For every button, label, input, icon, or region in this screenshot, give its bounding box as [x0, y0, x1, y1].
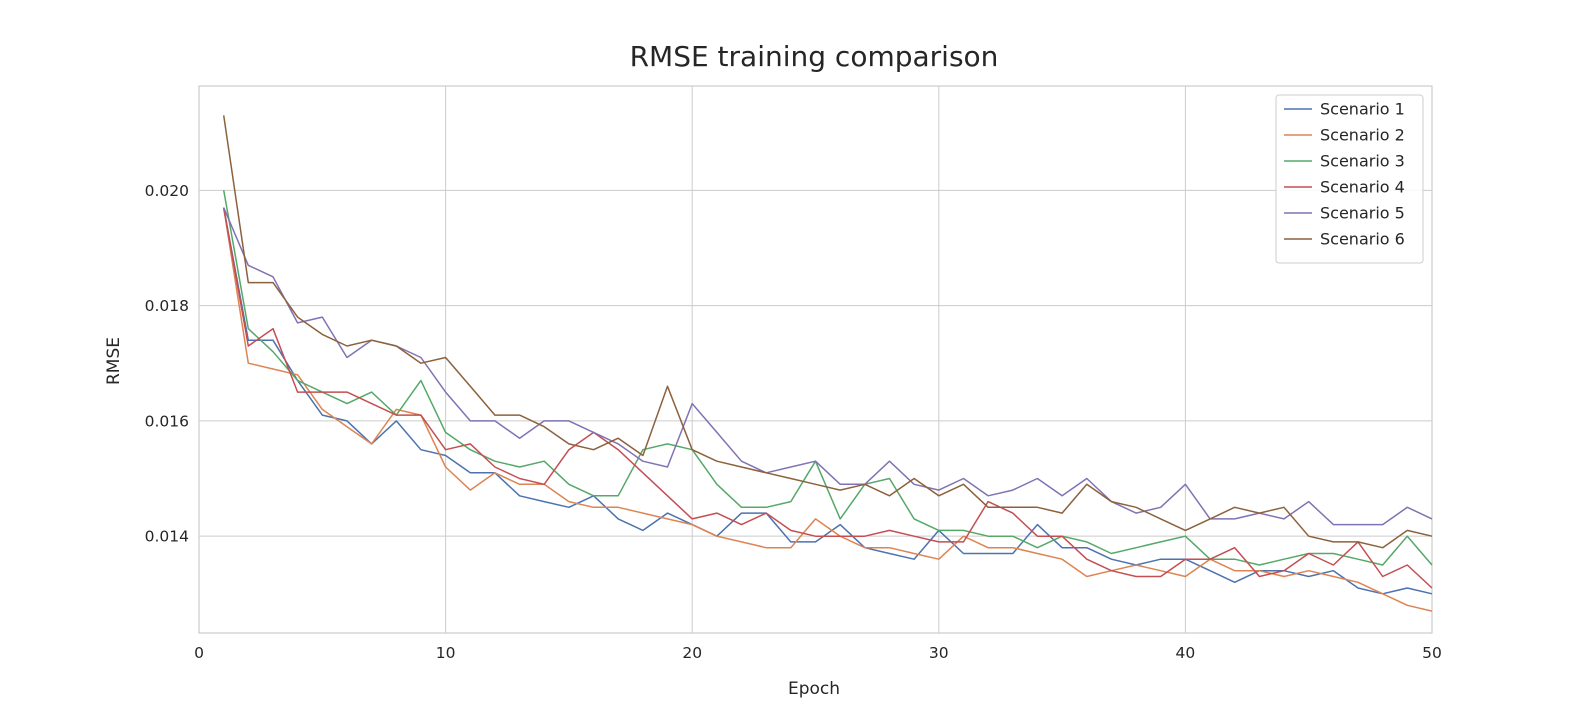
y-tick-label: 0.014	[145, 528, 189, 546]
legend: Scenario 1 Scenario 2 Scenario 3 Scenario 4…	[1275, 94, 1424, 264]
legend-label: Scenario 1	[1320, 100, 1405, 119]
y-tick-label: 0.020	[145, 182, 189, 200]
legend-box	[1275, 94, 1424, 264]
x-tick-label: 50	[1422, 644, 1442, 662]
series-line-scenario-2	[222, 207, 1433, 612]
series-line-scenario-6	[222, 115, 1433, 549]
series-lines	[222, 115, 1433, 612]
chart-title: RMSE training comparison	[630, 40, 999, 73]
series-line-scenario-5	[223, 207, 1433, 526]
x-tick-label: 0	[194, 644, 204, 662]
y-tick-label: 0.018	[145, 297, 189, 315]
legend-label: Scenario 4	[1320, 178, 1405, 197]
series-line-scenario-3	[222, 190, 1433, 566]
tick-labels: 0 10 20 30 40 50 0.014 0.016 0.018 0.020	[145, 182, 1442, 662]
legend-label: Scenario 5	[1320, 204, 1405, 223]
series-line-scenario-4	[222, 207, 1433, 589]
x-tick-label: 10	[436, 644, 456, 662]
legend-label: Scenario 2	[1320, 126, 1405, 145]
series-line-scenario-1	[222, 207, 1433, 595]
x-tick-label: 40	[1176, 644, 1196, 662]
plot-frame	[198, 85, 1433, 634]
grid-lines	[198, 86, 1433, 633]
y-tick-label: 0.016	[145, 412, 189, 430]
legend-label: Scenario 6	[1320, 230, 1405, 249]
legend-label: Scenario 3	[1320, 152, 1405, 171]
x-tick-label: 30	[929, 644, 949, 662]
x-tick-label: 20	[682, 644, 702, 662]
x-axis-label: Epoch	[788, 679, 840, 699]
y-axis-label: RMSE	[104, 337, 124, 385]
